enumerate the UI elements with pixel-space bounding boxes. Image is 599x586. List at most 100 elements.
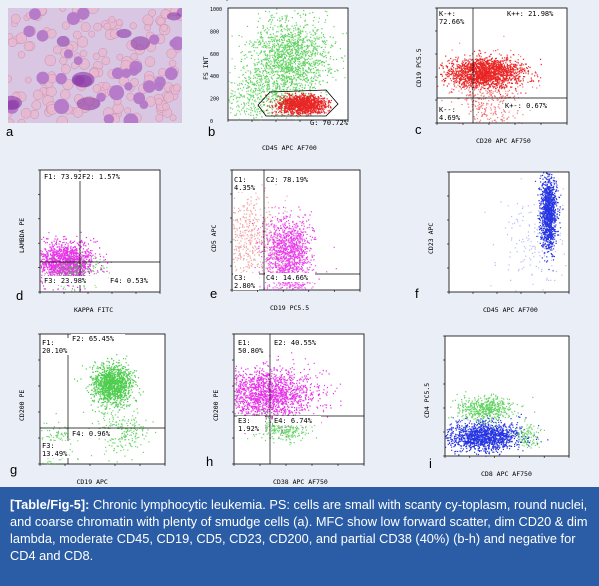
quadrant-label-q1: 72.66%	[439, 18, 465, 26]
lymphocyte	[53, 98, 70, 115]
quadrant-label-q2-bg	[81, 172, 129, 181]
lymphocyte	[121, 68, 132, 79]
y-tick-label: 0	[210, 119, 213, 125]
figure-caption: [Table/Fig-5]: Chronic lymphocytic leuke…	[0, 487, 599, 586]
quadrant-label-q3: 2.80%	[234, 282, 256, 290]
quadrant-label-q3: C3:	[234, 274, 247, 282]
red-cell	[148, 9, 157, 17]
red-cell	[130, 52, 138, 61]
red-cell	[60, 89, 71, 100]
scatter-plot-b: G: 70.72% 1000 800 600 400 200 0 CD45 APC AF700…	[202, 0, 349, 152]
quadrant-label-q4: K+-: 0.67%	[505, 102, 548, 110]
red-cell	[144, 56, 156, 67]
red-cell	[92, 52, 101, 61]
red-cell	[126, 92, 135, 101]
lymphocyte	[148, 34, 160, 45]
panel-letter-a: a	[6, 124, 14, 139]
red-cell	[124, 107, 132, 115]
lymphocyte	[36, 71, 50, 85]
quadrant-label-q4-bg	[504, 101, 564, 110]
event-cloud	[234, 343, 342, 437]
event-dots	[41, 413, 79, 465]
panel-letter-f: f	[415, 286, 419, 301]
smudge-cell	[116, 28, 132, 39]
smudge-cell	[166, 12, 182, 21]
scatter-plot-f: CD45 APC AF700 CD23 APC	[427, 171, 570, 314]
quadrant-label-q1-bg	[41, 338, 69, 355]
panel-letter-e: e	[210, 286, 218, 301]
red-cell	[59, 56, 68, 65]
event-dots	[74, 354, 144, 418]
event-cloud	[263, 92, 332, 117]
event-dots	[445, 413, 549, 457]
quadrant-label-q3: F3:	[42, 442, 55, 450]
panel-letter-g: g	[10, 462, 18, 477]
red-cell	[61, 64, 71, 74]
red-cell	[160, 24, 169, 32]
gate-label: G: 70.72%	[310, 119, 349, 127]
event-dots	[510, 418, 545, 449]
caption-text: Chronic lymphocytic leukemia. PS: cells …	[10, 497, 588, 563]
smudge-cell	[72, 75, 85, 86]
red-cell	[88, 30, 96, 38]
quadrant-label-q2: F2: 1.57%	[82, 173, 121, 181]
lymphocyte	[154, 82, 164, 92]
red-cell	[47, 73, 57, 84]
x-axis-label: KAPPA FITC	[74, 306, 113, 314]
quadrant-label-q2-bg	[71, 334, 125, 343]
x-axis-label: CD20 APC AF750	[476, 137, 531, 145]
x-axis-label: CD45 APC AF700	[262, 144, 317, 152]
red-cell	[115, 19, 123, 26]
lymphocyte	[73, 56, 83, 66]
event-dots	[231, 8, 348, 121]
quadrant-label-q4: F4: 0.96%	[72, 430, 111, 438]
event-cloud	[228, 58, 306, 121]
quadrant-label-q2: F2: 65.45%	[72, 335, 115, 343]
smudge-cell	[56, 35, 70, 47]
gate-polygon	[257, 89, 339, 117]
smear-image	[8, 8, 182, 123]
y-axis-label: CD200 PE	[212, 390, 220, 421]
event-cloud	[246, 414, 318, 446]
event-cloud	[448, 391, 536, 428]
red-cell	[59, 8, 66, 12]
smudge-cell	[8, 95, 22, 110]
quadrant-label-q3-bg	[438, 105, 468, 122]
panel-h: E1: 50.80% E2: 40.55% E3: 1.92% E4: 6.74% CD38…	[198, 324, 399, 487]
quadrant-label-q3: F3: 23.98%	[44, 277, 87, 285]
y-tick-label: 400	[210, 74, 219, 80]
red-cell	[61, 21, 70, 30]
x-axis-label: CD8 APC AF750	[481, 470, 532, 478]
lymphocyte	[23, 25, 35, 38]
quadrant-label-q1: 20.10%	[42, 347, 68, 355]
lymphocyte	[55, 72, 67, 85]
event-dots	[534, 172, 564, 272]
quadrant-label-q1-bg	[233, 175, 259, 192]
event-cloud	[41, 413, 79, 465]
quadrant-label-q2-bg	[273, 338, 327, 347]
scatter-plot-i: CD8 APC AF750 CD4 PC5.5	[423, 335, 570, 478]
y-axis-label: LAMBDA PE	[18, 218, 26, 253]
lymphocyte	[63, 49, 73, 59]
quadrant-label-q1: F1: 73.92%	[44, 173, 87, 181]
lymphocyte	[111, 67, 124, 80]
lymphocyte	[139, 100, 149, 109]
red-cell	[92, 84, 102, 93]
quadrant-label-q4: C4: 14.66%	[266, 274, 309, 282]
red-cell	[10, 13, 21, 24]
quadrant-label-q1: 4.35%	[234, 184, 256, 192]
x-axis-label: CD19 APC	[77, 478, 108, 486]
event-cloud	[534, 172, 564, 272]
panel-f: CD45 APC AF700 CD23 APC f	[399, 162, 599, 324]
red-cell	[163, 92, 174, 103]
red-cell	[23, 41, 34, 52]
red-cell	[8, 37, 18, 47]
red-cell	[103, 22, 112, 31]
red-cell	[31, 100, 42, 111]
panel-letter-i: i	[429, 456, 432, 471]
event-cloud	[445, 413, 549, 457]
quadrant-label-q2: K++: 21.98%	[507, 10, 554, 18]
quadrant-label-q4: E4: 6.74%	[274, 417, 313, 425]
quadrant-label-q2-bg	[506, 9, 564, 18]
